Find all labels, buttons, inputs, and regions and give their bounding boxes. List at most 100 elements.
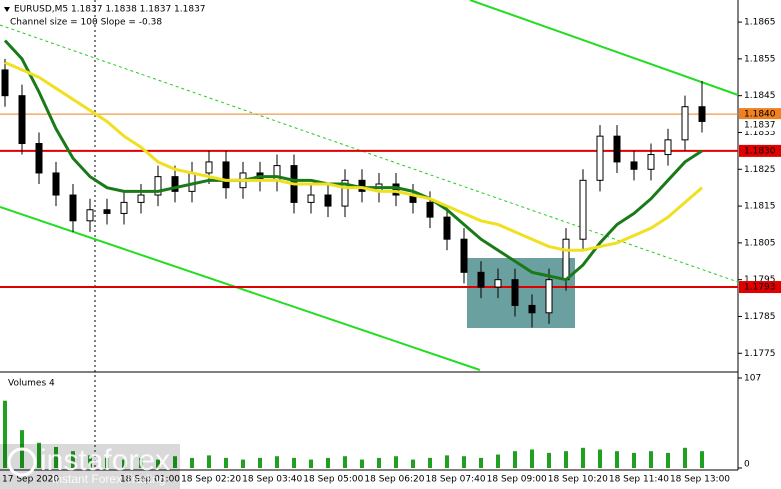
candle-body [681,106,689,141]
candle-body [137,194,145,203]
volume-bar [428,457,432,468]
candle-body [698,106,706,122]
volume-bar [343,456,347,468]
y-tick-label: 1.1805 [744,238,776,248]
moving-average [4,61,703,252]
candle-body [426,201,434,218]
volume-bar [632,452,636,468]
candle-body [341,179,349,207]
channel-middle [0,24,739,283]
volume-bar [275,456,279,468]
candle-body [103,209,111,214]
x-tick-label: 18 Sep 09:00 [487,475,547,485]
volume-bar [479,457,483,468]
volume-tick-label: 0 [744,460,750,470]
volume-bar [411,459,415,468]
candle-body [443,216,451,240]
price-level-box [739,108,781,121]
y-tick-label: 1.1825 [744,165,776,175]
volume-bar [394,456,398,468]
candle-body [307,194,315,203]
y-tick-label: 1.1775 [744,349,776,359]
candle-body [528,304,536,314]
volume-bar [88,455,92,468]
volume-bar [377,457,381,468]
candle-body [494,279,502,288]
x-tick-label: 18 Sep 02:20 [181,475,241,485]
volume-bar [54,446,58,468]
watermark-logo [7,447,37,477]
candle-body [630,161,638,170]
candle-body [1,69,9,97]
volume-bar [445,455,449,468]
volume-bar [292,457,296,468]
y-tick-label: 1.1855 [744,54,776,64]
x-tick-label: 18 Sep 07:40 [426,475,486,485]
y-tick-label: 1.1845 [744,91,776,101]
volume-bar [547,452,551,468]
volume-bar [360,459,364,468]
x-tick-label: 18 Sep 13:00 [670,475,730,485]
volume-bar [581,447,585,468]
volume-bar [666,452,670,468]
volume-bar [615,451,619,468]
price-level-box [739,119,781,132]
price-level-box [739,281,781,294]
candle-body [477,271,485,288]
candle-body [596,135,604,181]
volume-bar [326,457,330,468]
volume-bar [241,459,245,468]
volume-bar [173,456,177,468]
chart-subtitle: Channel size = 100 Slope = -0.38 [10,18,162,28]
candle-body [664,139,672,156]
candle-body [324,194,332,207]
y-tick-label: 1.1815 [744,202,776,212]
volume-bar [649,451,653,468]
candle-body [562,238,570,281]
price-level-label: 1.1830 [744,146,776,156]
volume-bar [224,457,228,468]
volume-bar [3,400,7,468]
volume-title: Volumes 4 [8,379,55,389]
watermark-subtitle: Instant Forex Trading [52,472,165,486]
y-tick-label: 1.1835 [744,128,776,138]
volume-bar [122,459,126,468]
volume-bar [598,449,602,468]
volume-bar [37,442,41,468]
x-tick-label: 18 Sep 06:20 [364,475,424,485]
volume-bar [496,454,500,468]
volume-bar [105,457,109,468]
volume-bar [564,451,568,468]
x-tick-label: 18 Sep 01:00 [120,475,180,485]
candle-body [205,161,213,174]
x-tick-label: 18 Sep 11:40 [609,475,669,485]
candle-body [222,161,230,189]
volume-bar [71,451,75,468]
channel-upper [469,0,739,96]
y-tick-label: 1.1795 [744,275,776,285]
candle-body [460,238,468,273]
x-tick-label: 17 Sep 2020 [2,475,59,485]
volume-bar [258,457,262,468]
candle-body [35,143,43,174]
candle-body [647,154,655,170]
price-level-label: 1.1840 [744,110,776,120]
moving-average [3,39,703,282]
candle-body [511,279,519,306]
candle-body [52,172,60,196]
volume-bar [207,455,211,468]
candle-body [613,135,621,163]
x-tick-label: 18 Sep 03:40 [242,475,302,485]
candle-body [154,176,162,196]
x-tick-label: 18 Sep 10:20 [548,475,608,485]
volume-bar [156,459,160,468]
volume-bar [309,459,313,468]
candle-body [86,209,94,222]
chart-title: EURUSD,M5 1.1837 1.1838 1.1837 1.1837 [14,5,206,15]
menu-arrow [4,7,10,12]
candle-body [120,201,128,214]
volume-bar [700,451,704,468]
candle-body [69,194,77,222]
